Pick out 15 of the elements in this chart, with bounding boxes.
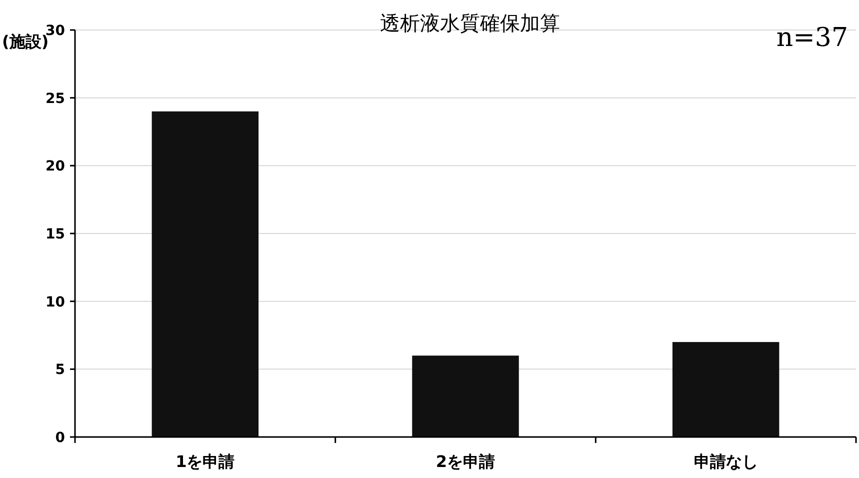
x-tick-label: 申請なし xyxy=(694,452,758,471)
x-tick-label: 1を申請 xyxy=(176,452,235,471)
bar xyxy=(672,342,780,437)
bar xyxy=(412,356,519,437)
bar xyxy=(152,111,259,437)
x-tick-label: 2を申請 xyxy=(436,452,496,471)
y-tick-label: 0 xyxy=(55,430,66,446)
y-tick-label: 20 xyxy=(46,158,66,175)
y-tick-label: 25 xyxy=(46,90,65,107)
y-tick-label: 30 xyxy=(46,23,66,39)
chart-title: 透析液水質確保加算 xyxy=(380,11,560,35)
y-tick-label: 10 xyxy=(46,294,66,310)
y-tick-label: 5 xyxy=(55,362,65,378)
annotation: n=37 xyxy=(776,23,848,53)
y-tick-label: 15 xyxy=(46,226,65,242)
